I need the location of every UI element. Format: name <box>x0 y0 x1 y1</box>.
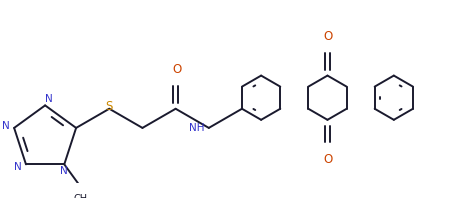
Text: NH: NH <box>189 123 205 133</box>
Text: N: N <box>46 94 53 104</box>
Text: N: N <box>14 162 22 172</box>
Text: O: O <box>324 30 333 43</box>
Text: CH₃: CH₃ <box>73 194 91 198</box>
Text: O: O <box>324 153 333 166</box>
Text: S: S <box>106 100 113 113</box>
Text: O: O <box>172 63 181 76</box>
Text: N: N <box>2 121 10 131</box>
Text: N: N <box>61 166 68 176</box>
